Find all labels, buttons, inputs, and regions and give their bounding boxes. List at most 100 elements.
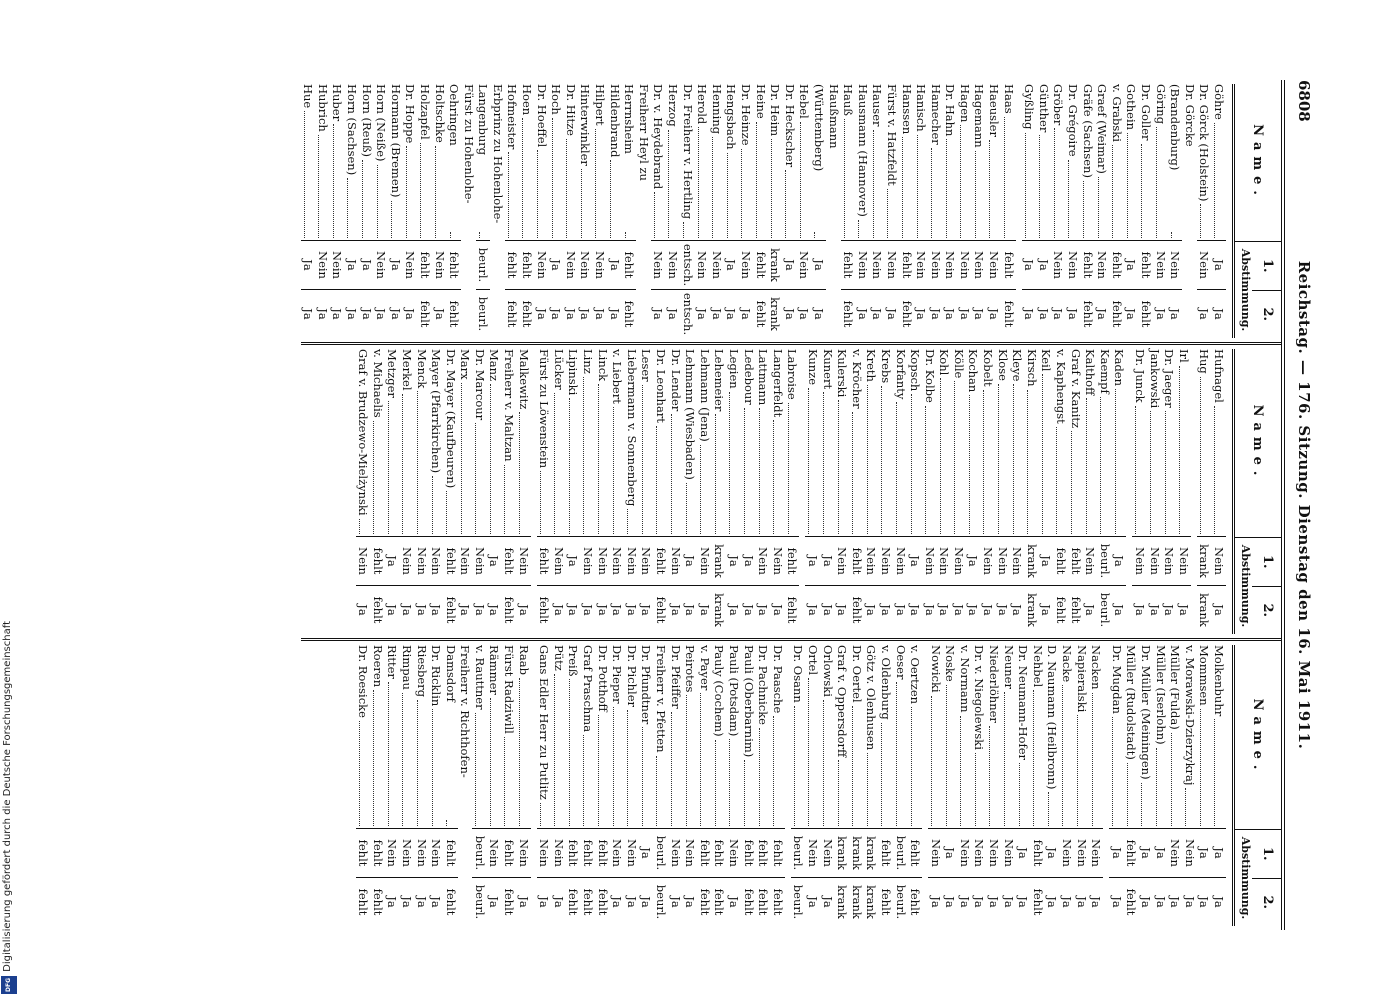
member-name-cell: Dr. Kolbe xyxy=(922,349,937,536)
vote-2: fehlt xyxy=(519,289,535,338)
dot-leader xyxy=(837,400,839,534)
vote-number: 1. xyxy=(1260,258,1275,273)
member-row: Dr. Mayer (Kaufbeuren) fehlt fehlt xyxy=(443,349,458,634)
vote-1: Nein xyxy=(665,240,681,289)
vote-2: Ja xyxy=(624,585,639,634)
dot-leader xyxy=(551,117,553,238)
vote-1: Nein xyxy=(1176,536,1191,585)
member-name: Hilpert xyxy=(593,84,608,126)
member-name: Ledebour xyxy=(741,349,756,405)
member-name-cell: Dr. Pfundtner xyxy=(639,645,653,828)
member-name: Graf Praschma xyxy=(581,645,596,733)
vote-2: Ja xyxy=(486,585,502,634)
vote-2: Ja xyxy=(431,289,447,338)
member-row: Dr. Potthoff fehlt fehlt xyxy=(595,645,610,926)
member-name-cell: Hofmeister xyxy=(505,84,520,240)
member-row: Jankowski Nein Ja xyxy=(1147,349,1162,634)
member-name-cell: Graf v. Kanitz xyxy=(1068,349,1083,536)
member-name-cell: Linz xyxy=(580,349,595,536)
vote-2: Ja xyxy=(609,877,625,926)
vote-1: Nein xyxy=(428,828,444,877)
vote-1: Nein xyxy=(957,240,972,289)
vote-2: beurl. xyxy=(472,877,487,926)
member-row: Mommsen Ja Ja xyxy=(1196,645,1212,926)
member-name: Hebel xyxy=(797,84,812,119)
member-name: Dr. Pachnicke xyxy=(756,645,771,725)
member-name-cell: Herold xyxy=(695,84,709,240)
dot-leader xyxy=(881,386,883,534)
vote-1: Nein xyxy=(755,536,771,585)
member-row: Nowicki Nein Ja xyxy=(928,645,943,926)
member-name: Ritter xyxy=(385,645,400,679)
member-row: Dr. v. Heydebrand Nein Ja xyxy=(650,84,666,338)
member-row: Horn (Neiße) Nein Ja xyxy=(373,84,389,338)
member-name: Freiherr v. Pfetten xyxy=(654,645,669,753)
member-name: Merkel xyxy=(399,349,414,391)
member-name: Dr. Leonhart xyxy=(654,349,669,423)
member-row: Hormann (Bremen) Ja Ja xyxy=(388,84,403,338)
member-row: Günther Ja Ja xyxy=(1036,84,1051,338)
member-name: Mayer (Pfarrkirchen) xyxy=(429,349,444,474)
member-name: Dr. Freiherr v. Hertling xyxy=(680,84,695,220)
member-row: Pauly (Cochem) fehlt fehlt xyxy=(711,645,727,926)
dot-leader xyxy=(656,425,658,534)
vote-1: Nein xyxy=(577,240,593,289)
member-row: Dr. Hahn Nein Ja xyxy=(942,84,958,338)
member-name: Dr. Marcour xyxy=(472,349,487,421)
member-name: Dr. Osann xyxy=(791,645,806,703)
vote-2: Ja xyxy=(592,289,608,338)
vote-1: Ja xyxy=(726,536,741,585)
vote-2: Ja xyxy=(516,877,531,926)
member-name: Hauser xyxy=(870,84,885,127)
vote-2: Ja xyxy=(928,877,943,926)
member-name: Rimpau xyxy=(399,645,414,690)
vote-1: Nein xyxy=(486,828,502,877)
member-name-cell: Metzger xyxy=(385,349,399,536)
vote-1: Nein xyxy=(315,240,330,289)
vote-1: Nein xyxy=(869,240,885,289)
vote-numbers: 1. 2. xyxy=(1252,538,1281,634)
member-name-cell: Hoen xyxy=(520,84,534,240)
vote-1: beurl. xyxy=(475,240,491,289)
vote-1: fehlt xyxy=(621,240,637,289)
member-row: Hildenbrand Ja Ja xyxy=(607,84,622,338)
member-row: Pauli (Potsdam) Nein Ja xyxy=(726,645,741,926)
member-row: Dr. Neumann-Hofer Ja Ja xyxy=(1015,645,1031,926)
dot-leader xyxy=(697,127,699,238)
vote-2: entsch. xyxy=(680,289,695,338)
vote-1: fehlt xyxy=(370,828,385,877)
column: Name. 1. 2. Abstimmung. Hufnagel Nein Ja Hug kra… xyxy=(300,342,1281,638)
vote-2: Ja xyxy=(957,877,972,926)
vote-number: 1. xyxy=(1260,846,1275,861)
dot-leader xyxy=(1199,376,1201,534)
vote-2: fehlt xyxy=(770,877,785,926)
member-name: v. Oldenburg xyxy=(878,645,893,720)
vote-1: Ja xyxy=(1153,828,1168,877)
vote-2: Ja xyxy=(638,585,654,634)
member-name: Lehemeier xyxy=(712,349,727,412)
member-row: Freiherr v. Maltzan fehlt fehlt xyxy=(501,349,517,634)
member-name-cell: Ritter xyxy=(385,645,400,828)
vote-2: Ja xyxy=(1182,877,1197,926)
member-name-cell: Hue xyxy=(301,84,315,240)
member-row: Kirsch krank krank xyxy=(1024,349,1039,634)
dot-leader xyxy=(1018,763,1020,826)
vote-1: fehlt xyxy=(898,240,914,289)
dot-leader xyxy=(332,124,334,238)
vote-2: Ja xyxy=(1036,289,1051,338)
vote-1: krank xyxy=(1196,536,1212,585)
member-name-cell: Haußmann (Württemberg) xyxy=(811,84,841,240)
vote-1: Nein xyxy=(1088,828,1104,877)
vote-2: Ja xyxy=(811,289,826,338)
member-name-cell: Marx xyxy=(458,349,472,536)
member-name: Lehmann (Wiesbaden) xyxy=(683,349,698,480)
member-name-cell: Kölle xyxy=(951,349,966,536)
member-name-cell: Horn (Sachsen) xyxy=(344,84,359,240)
member-row: Hinterwinkler Nein Ja xyxy=(577,84,593,338)
vote-2: Ja xyxy=(373,289,389,338)
member-row: Dr. Hitze Nein Ja xyxy=(563,84,578,338)
dot-leader xyxy=(1077,715,1079,826)
member-name: Linz xyxy=(581,349,596,374)
member-name-cell: Peirotes xyxy=(683,645,697,828)
